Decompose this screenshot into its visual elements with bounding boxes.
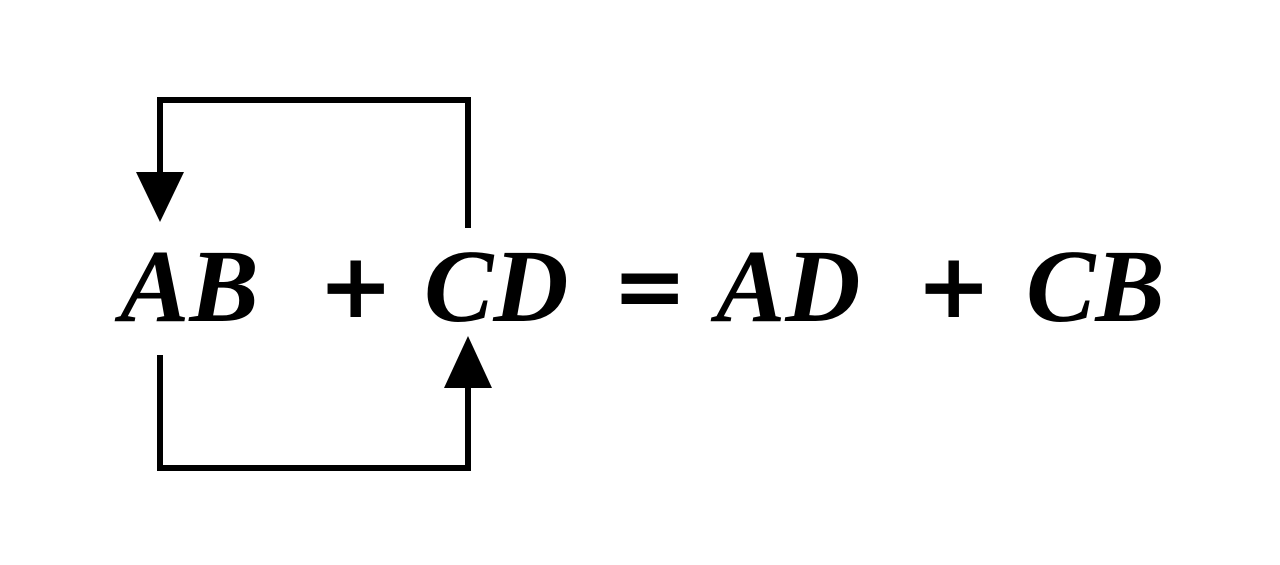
arrow-up-icon (444, 336, 492, 388)
bottom-swap-connector (157, 355, 471, 471)
equals-sign: = (612, 234, 688, 339)
term-cd: CD (424, 229, 569, 344)
term-cb: CB (1026, 229, 1165, 344)
plus-sign: + (318, 234, 394, 339)
arrow-down-icon (136, 172, 184, 222)
term-ad: AD (716, 229, 861, 344)
term-ab: AB (120, 229, 259, 344)
plus-sign: + (916, 234, 992, 339)
top-swap-connector (157, 97, 471, 228)
